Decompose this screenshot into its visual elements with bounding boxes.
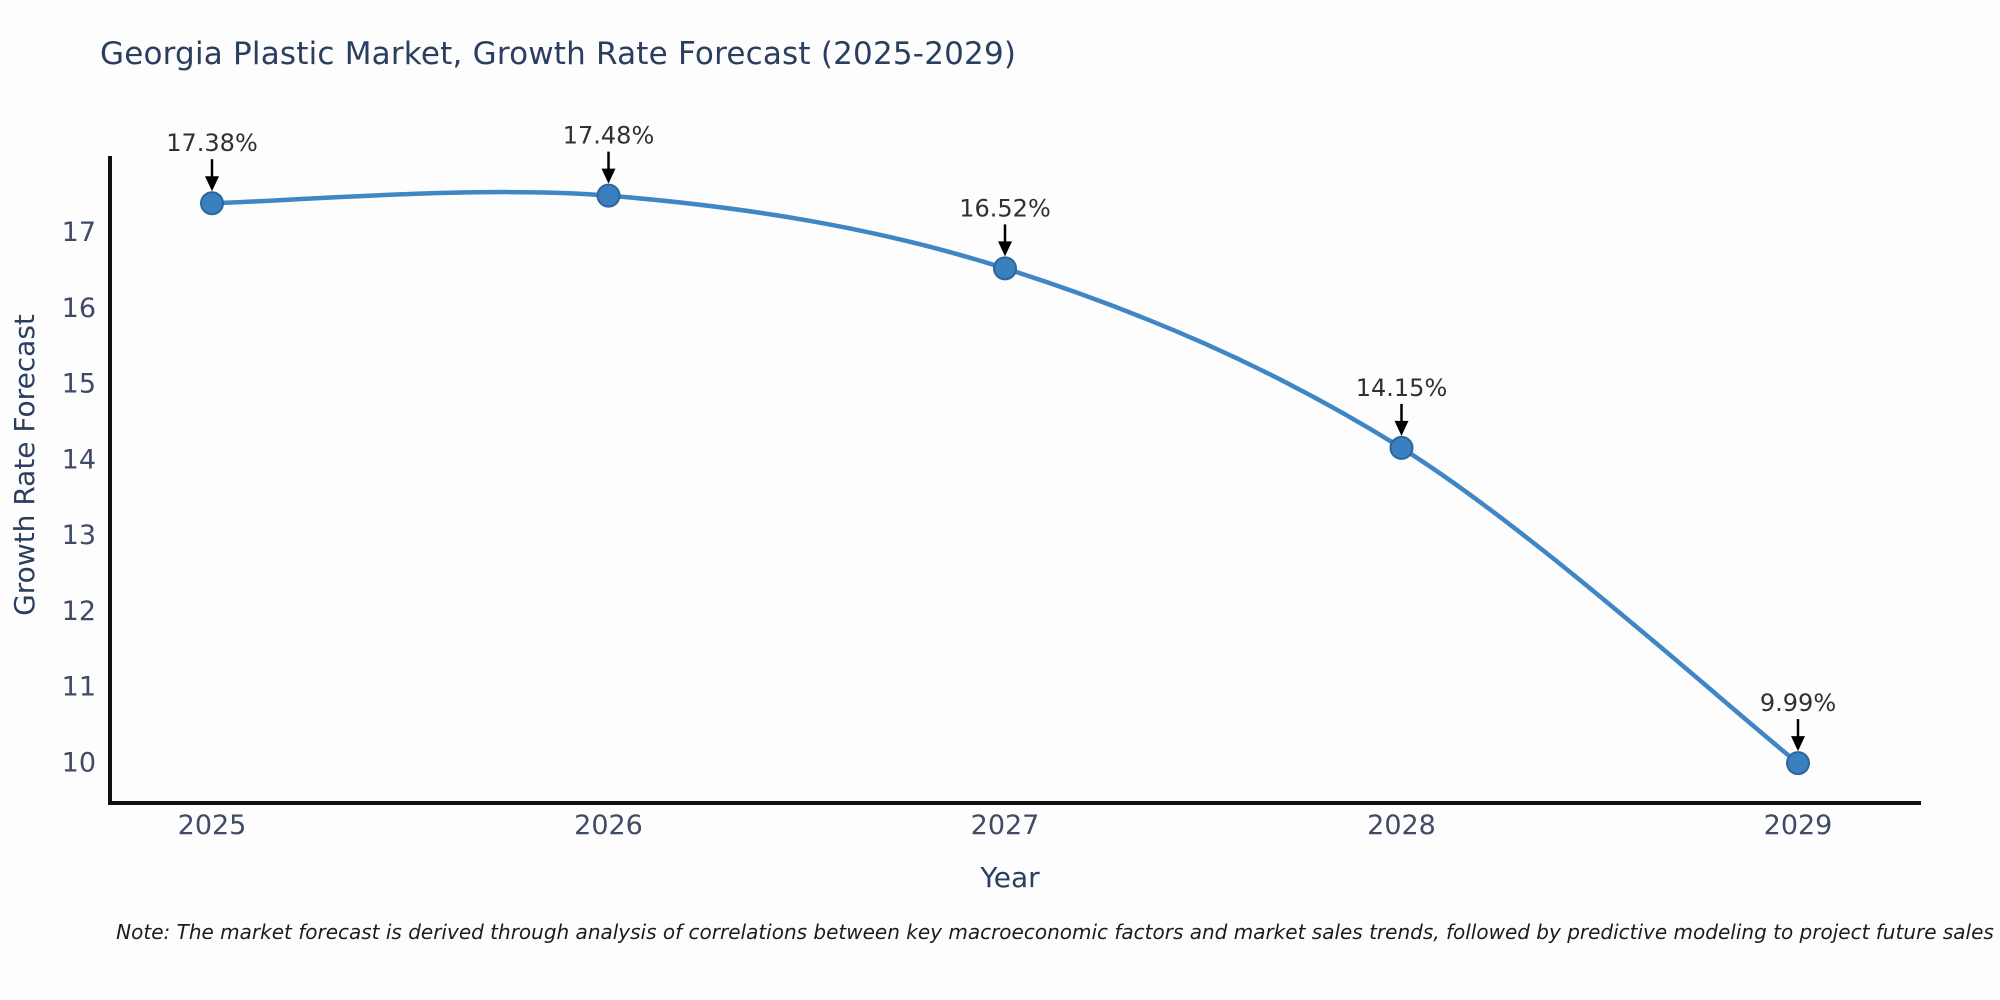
data-point-2028 [1389,435,1414,460]
y-tick-label-16: 16 [62,293,96,324]
annotation-value-label: 9.99% [1760,689,1836,717]
data-point-2025 [200,191,224,216]
annotation-2029: 9.99% [1760,689,1836,752]
chart-title: Georgia Plastic Market, Growth Rate Fore… [100,36,1017,72]
series-layer [200,183,1810,776]
x-axis-title: Year [979,861,1040,894]
arrow-down-icon [205,176,219,192]
annotations-layer: 17.38% 17.48% 16.52% 14.15% 9.99% [166,122,1836,752]
arrow-down-icon [1791,736,1805,752]
arrow-down-icon [998,241,1012,257]
x-tick-label-2027: 2027 [971,810,1040,841]
annotation-2026: 17.48% [563,122,655,184]
y-axis-title: Growth Rate Forecast [8,314,41,616]
y-tick-label-15: 15 [62,369,96,400]
annotation-value-label: 17.38% [166,129,258,157]
footnote: Note: The market forecast is derived thr… [116,920,1994,944]
x-tick-label-2029: 2029 [1764,810,1833,841]
x-tick-label-2025: 2025 [178,810,247,841]
y-tick-label-10: 10 [62,747,96,778]
y-tick-label-17: 17 [62,217,96,248]
data-point-2029 [1786,751,1810,776]
x-tick-label-2026: 2026 [574,810,643,841]
y-tick-label-11: 11 [62,672,96,703]
axes-layer: 10 11 12 13 14 15 16 17 2025 2026 2027 2028 2029 [62,156,1921,841]
annotation-value-label: 16.52% [959,194,1051,222]
arrow-down-icon [601,168,616,184]
y-tick-label-12: 12 [62,596,96,627]
annotation-2028: 14.15% [1356,374,1448,436]
data-point-2027 [993,256,1017,281]
y-tick-label-13: 13 [62,520,96,551]
annotation-value-label: 17.48% [563,122,655,150]
y-tick-label-14: 14 [62,444,96,475]
annotation-2027: 16.52% [959,194,1051,257]
arrow-down-icon [1394,420,1409,436]
annotation-value-label: 14.15% [1356,374,1448,402]
x-tick-label-2028: 2028 [1367,810,1436,841]
annotation-2025: 17.38% [166,129,258,192]
data-point-2026 [596,183,621,208]
